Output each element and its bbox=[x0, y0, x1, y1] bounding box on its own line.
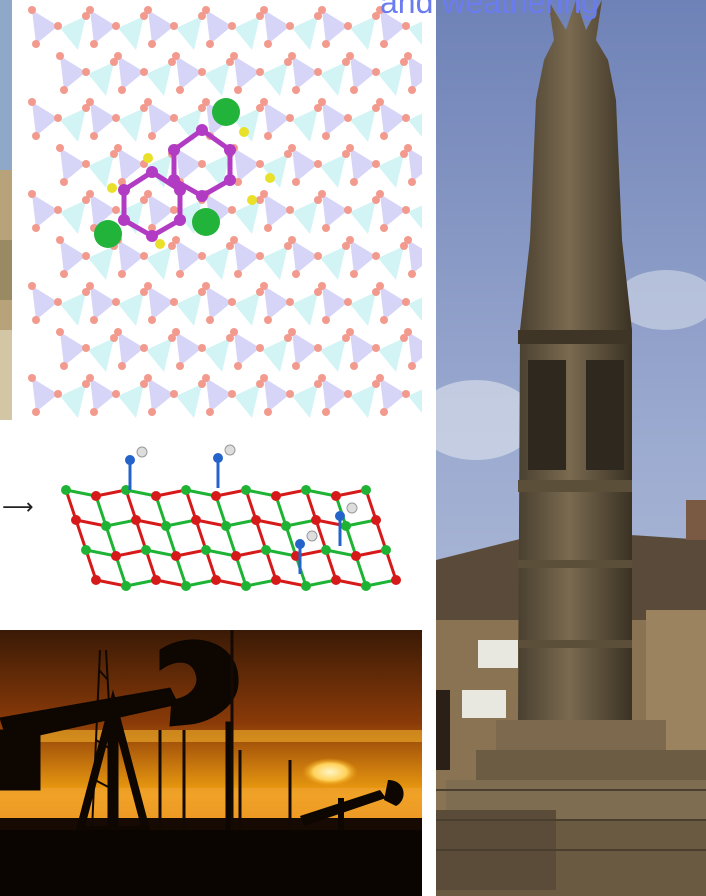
cropped-field-photo bbox=[0, 0, 12, 420]
stone-monument-photo bbox=[436, 0, 706, 896]
lattice-molecule-image bbox=[12, 0, 422, 420]
page-title-fragment: and weathering bbox=[380, 0, 599, 20]
arrow-icon: ⟶ bbox=[2, 495, 34, 520]
crystal-network-diagram bbox=[0, 420, 430, 630]
oil-pump-sunset-photo bbox=[0, 630, 422, 896]
